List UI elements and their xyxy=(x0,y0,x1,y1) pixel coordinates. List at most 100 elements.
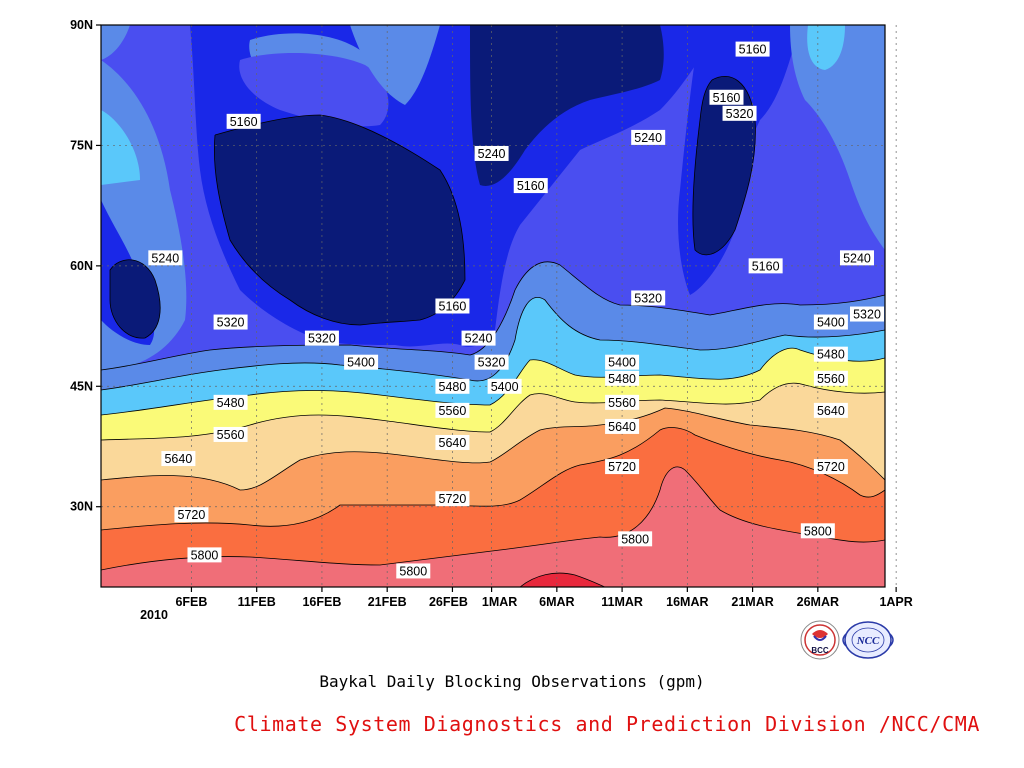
contour-label-box xyxy=(187,547,222,563)
contour-label-box xyxy=(344,354,379,370)
plot-frame xyxy=(100,24,886,588)
contour-label-box xyxy=(435,434,470,450)
contour-label-box xyxy=(839,250,874,266)
y-tick-label: 75N xyxy=(70,138,93,152)
contour-label-value: 5720 xyxy=(608,460,636,474)
contour-label: 5160 xyxy=(748,258,783,274)
contour-label-box xyxy=(513,178,548,194)
contour-label: 5320 xyxy=(850,306,884,322)
contour-label-box xyxy=(487,378,522,394)
contour-label-value: 5320 xyxy=(308,332,336,346)
contour-label-box xyxy=(605,370,640,386)
contour-label: 5480 xyxy=(435,378,470,394)
contour-label: 5160 xyxy=(709,89,744,105)
filled-contour-bands xyxy=(101,25,885,587)
contour-label-box xyxy=(161,451,196,467)
contour-label: 5240 xyxy=(148,250,183,266)
x-tick-label: 16FEB xyxy=(302,595,341,609)
contour-label-box xyxy=(226,113,261,129)
contour-label-box xyxy=(813,459,848,475)
contour-lines xyxy=(101,76,885,587)
contour-label-box xyxy=(396,563,431,579)
contour-label-value: 5160 xyxy=(517,179,545,193)
contour-label: 5320 xyxy=(213,314,248,330)
contour-label-value: 5640 xyxy=(164,452,192,466)
contour-label-box xyxy=(304,330,339,346)
contour-label-box xyxy=(735,41,770,57)
contour-label: 5320 xyxy=(722,105,757,121)
contour-label-box xyxy=(213,426,248,442)
contour-band xyxy=(214,115,465,325)
contour-label-value: 5160 xyxy=(739,43,767,57)
contour-label-box xyxy=(813,370,848,386)
contour-label-box xyxy=(474,145,509,161)
contour-label: 5240 xyxy=(631,129,666,145)
contour-label: 5480 xyxy=(605,370,640,386)
contour-band xyxy=(110,259,161,339)
contour-label-box xyxy=(435,298,470,314)
contour-label: 5400 xyxy=(813,314,848,330)
contour-label: 5240 xyxy=(839,250,874,266)
contour-label-value: 5640 xyxy=(439,436,467,450)
bcc-logo-text: BCC xyxy=(811,646,829,655)
contour-band xyxy=(101,25,130,60)
contour-label-value: 5560 xyxy=(439,404,467,418)
contour-label-box xyxy=(148,250,183,266)
contour-label-box xyxy=(748,258,783,274)
x-tick-label: 16MAR xyxy=(666,595,708,609)
contour-label-box xyxy=(850,306,884,322)
contour-band xyxy=(520,573,605,587)
contour-label-value: 5240 xyxy=(151,251,179,265)
contour-line xyxy=(101,466,885,571)
contour-label: 5320 xyxy=(474,354,509,370)
contour-label: 5320 xyxy=(304,330,339,346)
ncc-logo-text: NCC xyxy=(856,635,880,647)
contour-label-value: 5800 xyxy=(191,548,219,562)
contour-label: 5640 xyxy=(435,434,470,450)
contour-label: 5720 xyxy=(605,459,640,475)
contour-label: 5640 xyxy=(161,451,196,467)
contour-label-value: 5720 xyxy=(439,492,467,506)
ncc-logo: NCC xyxy=(842,621,894,659)
contour-label-value: 5480 xyxy=(217,396,245,410)
contour-label: 5400 xyxy=(487,378,522,394)
contour-label-value: 5800 xyxy=(399,564,427,578)
contour-line xyxy=(101,261,885,371)
contour-label-value: 5160 xyxy=(230,115,258,129)
y-axis: 30N 45N 60N 75N 90N xyxy=(70,18,101,514)
contour-label: 5560 xyxy=(213,426,248,442)
chart-title: Baykal Daily Blocking Observations (gpm) xyxy=(319,672,705,691)
contour-label-value: 5800 xyxy=(804,524,832,538)
contour-label: 5640 xyxy=(813,402,848,418)
contour-label-box xyxy=(605,394,640,410)
contour-label: 5720 xyxy=(174,507,209,523)
contour-label-value: 5480 xyxy=(608,372,636,386)
contour-label: 5560 xyxy=(813,370,848,386)
contour-label-box xyxy=(213,394,248,410)
credit-line: Climate System Diagnostics and Predictio… xyxy=(234,712,980,736)
contour-label-box xyxy=(813,314,848,330)
contour-line xyxy=(101,427,885,531)
contour-label: 5240 xyxy=(474,145,509,161)
contour-band xyxy=(692,76,756,255)
contour-label: 5160 xyxy=(735,41,770,57)
contour-label-box xyxy=(631,290,666,306)
contour-label-box xyxy=(213,314,248,330)
contour-label-value: 5400 xyxy=(817,316,845,330)
contour-label-box xyxy=(174,507,209,523)
x-tick-label: 26MAR xyxy=(797,595,839,609)
contour-line xyxy=(101,382,885,441)
contour-label-box xyxy=(605,459,640,475)
contour-label-value: 5400 xyxy=(347,356,375,370)
contour-label: 5160 xyxy=(435,298,470,314)
bcc-logo: BCC xyxy=(800,620,840,660)
contour-label: 5560 xyxy=(605,394,640,410)
contour-label-value: 5800 xyxy=(621,532,649,546)
contour-label-box xyxy=(474,354,509,370)
contour-label-value: 5160 xyxy=(752,259,780,273)
contour-label-value: 5320 xyxy=(217,316,245,330)
contour-label-value: 5400 xyxy=(491,380,519,394)
contour-label-value: 5240 xyxy=(843,251,871,265)
contour-labels: 5160 5320 5240 5160 5240 5160 5160 5240 5160 5240… xyxy=(148,41,884,579)
x-tick-label: 21FEB xyxy=(368,595,407,609)
